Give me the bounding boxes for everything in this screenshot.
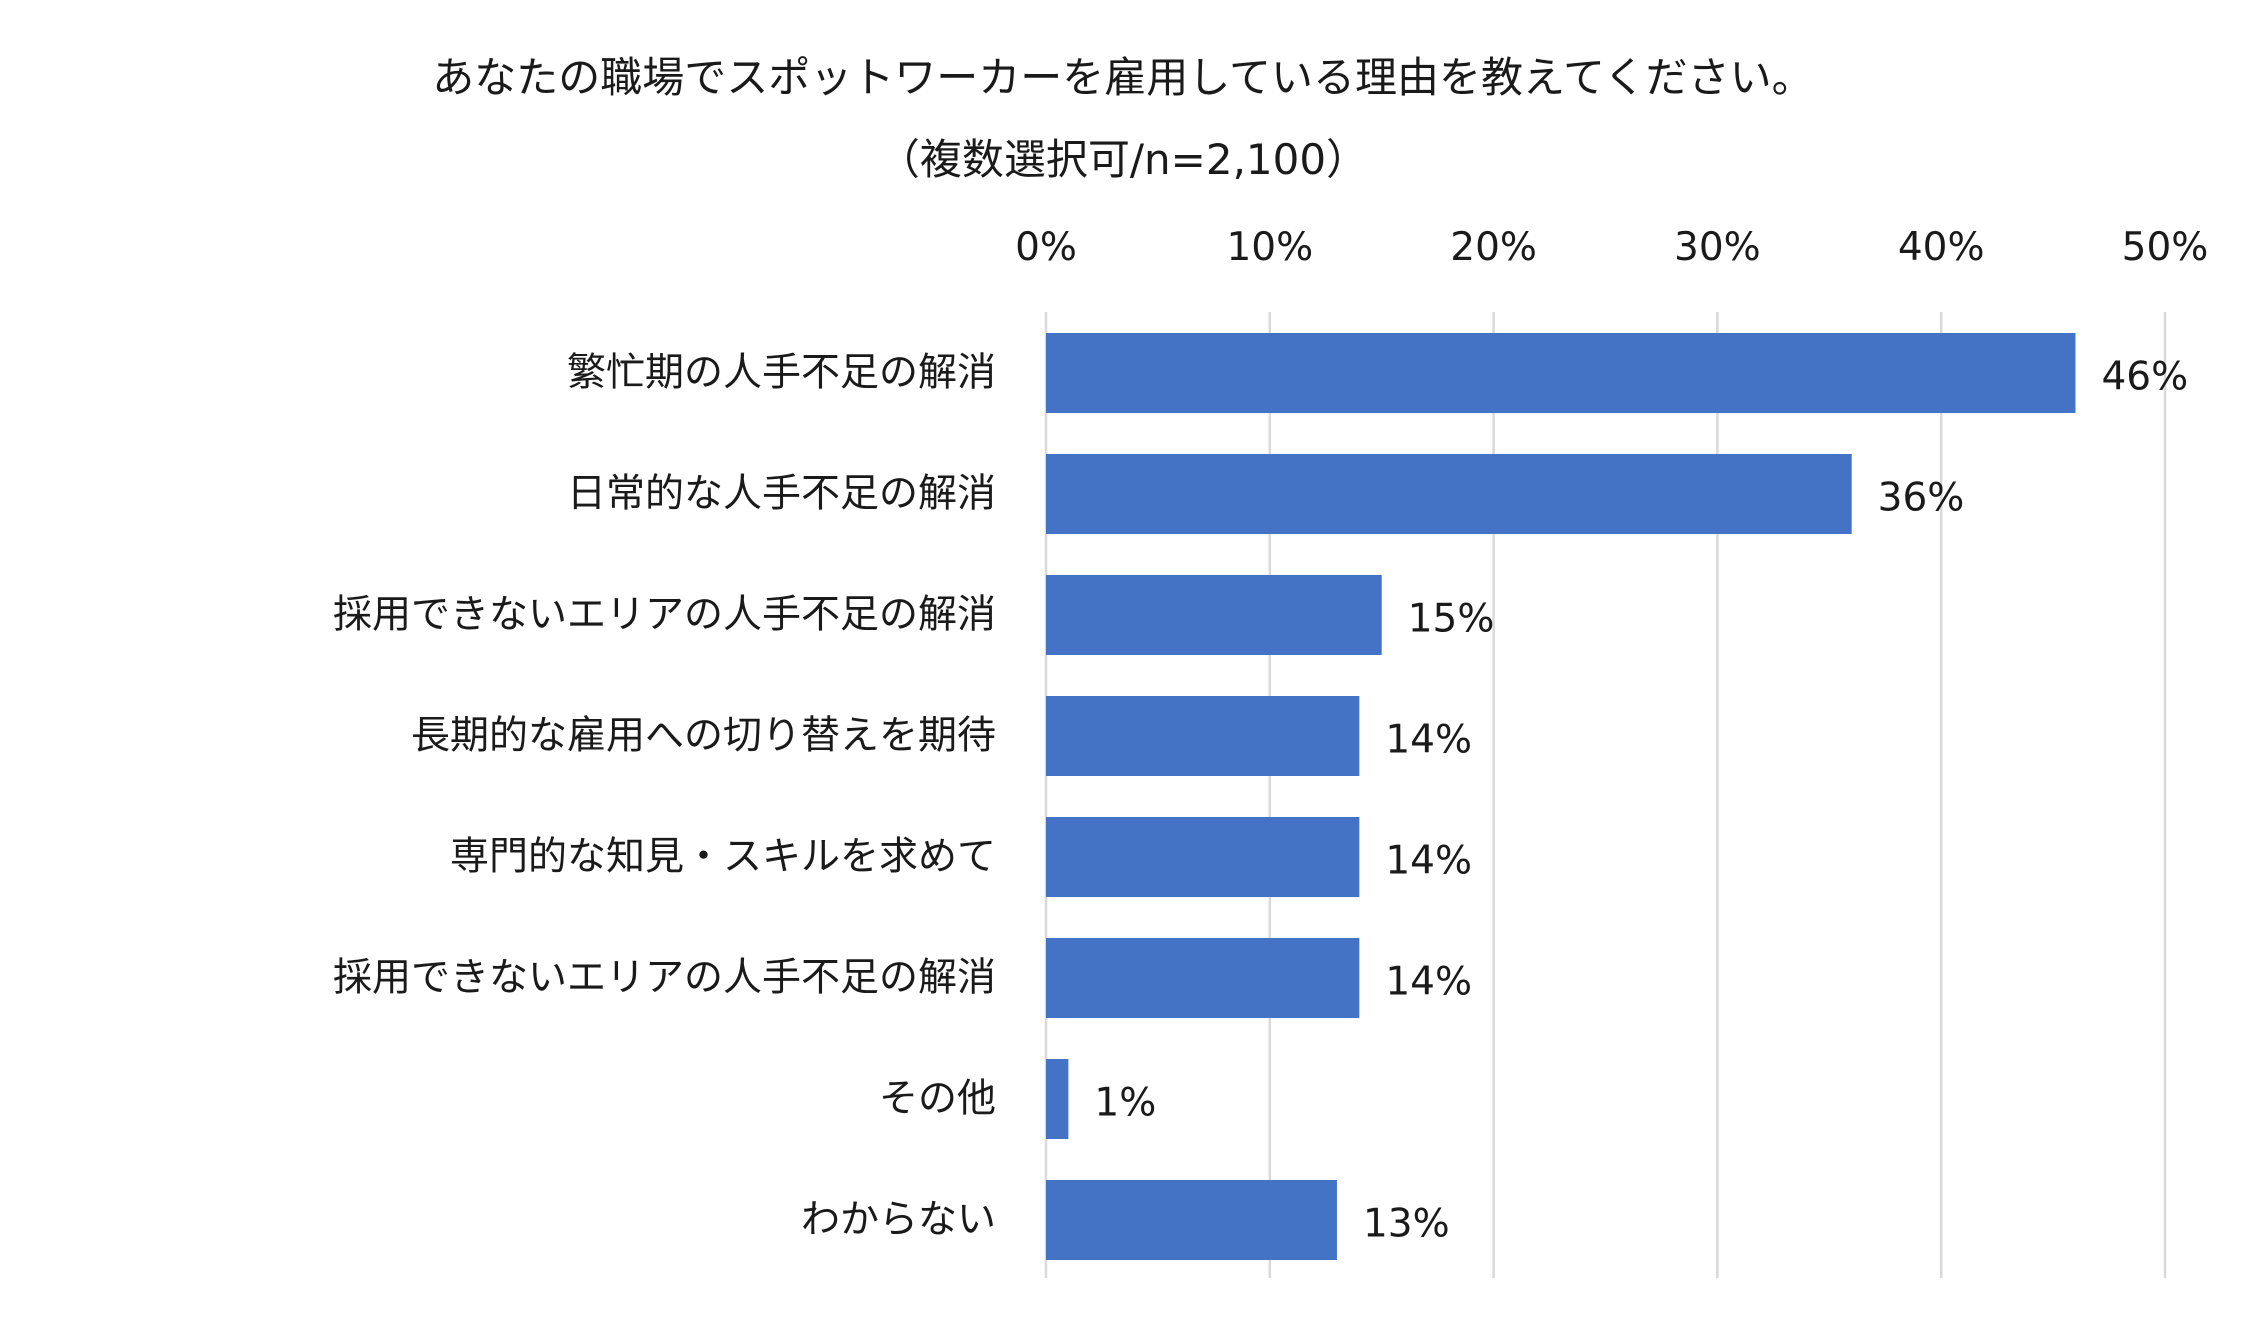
x-tick-label-40: 40% [1898,225,1985,270]
value-label-1: 46% [2101,355,2188,400]
x-tick-label-10: 10% [1226,225,1313,270]
value-label-2: 36% [1878,476,1965,521]
category-label-5: 専門的な知見・スキルを求めて [450,835,996,880]
bar-1 [1046,333,2076,413]
x-tick-label-50: 50% [2122,225,2209,270]
category-label-2: 日常的な人手不足の解消 [567,472,996,517]
x-tick-label-20: 20% [1450,225,1537,270]
category-label-4: 長期的な雇用への切り替えを期待 [411,714,996,759]
x-tick-label-30: 30% [1674,225,1761,270]
category-label-3: 採用できないエリアの人手不足の解消 [333,593,996,638]
value-label-6: 14% [1385,960,1472,1005]
value-label-4: 14% [1385,718,1472,763]
category-labels: 繁忙期の人手不足の解消日常的な人手不足の解消採用できないエリアの人手不足の解消長… [333,351,996,1243]
x-axis-tick-labels: 0% 10% 20% 30% 40% 50% [1015,225,2208,270]
value-label-7: 1% [1094,1081,1156,1126]
bar-6 [1046,938,1360,1018]
bar-5 [1046,817,1360,897]
bars [1046,333,2076,1260]
bar-3 [1046,575,1382,655]
bar-2 [1046,454,1852,534]
category-label-6: 採用できないエリアの人手不足の解消 [333,956,996,1001]
value-label-8: 13% [1363,1202,1450,1247]
chart-title: あなたの職場でスポットワーカーを雇用している理由を教えてください。 [432,53,1813,102]
category-label-8: わからない [801,1198,996,1243]
value-label-3: 15% [1408,597,1495,642]
bar-4 [1046,696,1360,776]
chart-subtitle: （複数選択可/n=2,100） [878,135,1368,184]
category-label-1: 繁忙期の人手不足の解消 [567,351,996,396]
category-label-7: その他 [879,1077,996,1122]
bar-7 [1046,1059,1069,1139]
value-label-5: 14% [1385,839,1472,884]
bar-8 [1046,1180,1337,1260]
x-tick-label-0: 0% [1015,225,1077,270]
value-labels: 46% 36% 15% 14% 14% 14% 1% 13% [1094,355,2188,1247]
